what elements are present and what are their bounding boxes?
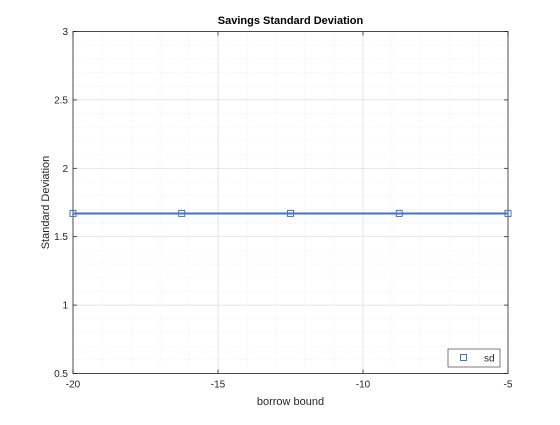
- y-tick-label: 2.5: [54, 95, 68, 106]
- chart-title: Savings Standard Deviation: [218, 15, 364, 27]
- y-tick-label: 1: [62, 301, 68, 312]
- y-tick-label: 3: [62, 27, 68, 38]
- x-tick-label: -5: [504, 380, 513, 391]
- data-point-sd: [178, 209, 186, 217]
- legend-box: [447, 348, 501, 368]
- legend-label-sd: sd: [484, 354, 495, 365]
- x-tick-label: -10: [356, 380, 371, 391]
- legend: sd: [447, 348, 501, 368]
- x-tick-label: -20: [66, 380, 81, 391]
- legend-marker-sd: [460, 354, 467, 361]
- data-point-sd: [504, 209, 512, 217]
- data-point-sd: [395, 209, 403, 217]
- axis-tick-labels: -20 -15 -10 -5 0.5 1 1.5 2 2.5 3: [54, 27, 513, 391]
- x-axis-label: borrow bound: [257, 396, 324, 408]
- data-point-sd: [287, 209, 294, 217]
- y-tick-label: 2: [62, 164, 68, 175]
- y-axis-label: Standard Deviation: [40, 156, 52, 250]
- major-grid: [72, 31, 509, 374]
- x-tick-label: -15: [211, 380, 226, 391]
- y-tick-label: 1.5: [54, 232, 68, 243]
- plot-frame: [72, 31, 509, 374]
- minor-grid: [73, 31, 508, 374]
- series-layer: [69, 209, 512, 217]
- axis-ticks: [72, 31, 509, 374]
- y-tick-label: 0.5: [54, 369, 68, 380]
- data-point-sd: [69, 209, 77, 217]
